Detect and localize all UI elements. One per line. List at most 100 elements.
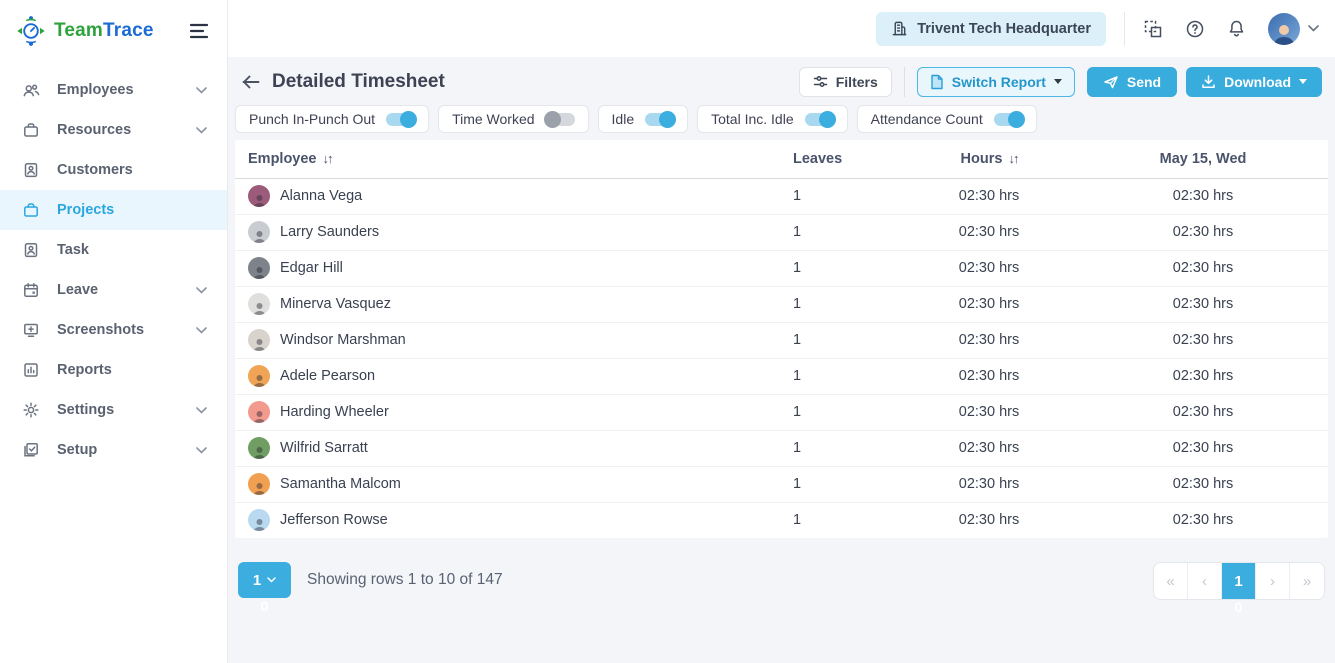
help-icon[interactable] bbox=[1185, 19, 1205, 39]
chevron-down-icon bbox=[196, 326, 207, 334]
sidebar-item-resources[interactable]: Resources bbox=[0, 110, 227, 150]
chevron-down-icon bbox=[196, 126, 207, 134]
employee-avatar bbox=[248, 185, 270, 207]
capture-icon[interactable] bbox=[1143, 19, 1163, 39]
toggle-switch[interactable] bbox=[543, 110, 575, 128]
send-icon bbox=[1103, 75, 1119, 89]
sidebar-nav: Employees Resources Customers bbox=[0, 70, 227, 470]
main-area: Trivent Tech Headquarter bbox=[228, 0, 1335, 663]
sort-icon[interactable]: ↓↑ bbox=[322, 150, 334, 166]
table-row[interactable]: Harding Wheeler 1 02:30 hrs 02:30 hrs bbox=[235, 394, 1328, 431]
employee-avatar bbox=[248, 221, 270, 243]
table-row[interactable]: Adele Pearson 1 02:30 hrs 02:30 hrs bbox=[235, 358, 1328, 395]
actions-divider bbox=[903, 66, 905, 97]
employee-avatar bbox=[248, 473, 270, 495]
chevron-down-icon bbox=[267, 577, 276, 583]
sidebar-item-screenshots[interactable]: Screenshots bbox=[0, 310, 227, 350]
page-header: Detailed Timesheet Filters Switch Report bbox=[241, 65, 1322, 98]
toggle-punch-in-punch-out[interactable]: Punch In-Punch Out bbox=[235, 105, 430, 133]
sidebar-item-leave[interactable]: Leave bbox=[0, 270, 227, 310]
chevron-down-icon bbox=[196, 406, 207, 414]
toggle-switch[interactable] bbox=[645, 110, 677, 128]
table-row[interactable]: Windsor Marshman 1 02:30 hrs 02:30 hrs bbox=[235, 322, 1328, 359]
user-menu-chevron-icon[interactable] bbox=[1308, 25, 1319, 32]
table-row[interactable]: Samantha Malcom 1 02:30 hrs 02:30 hrs bbox=[235, 466, 1328, 503]
sidebar-item-reports[interactable]: Reports bbox=[0, 350, 227, 390]
notifications-bell-icon[interactable] bbox=[1227, 19, 1246, 39]
gear-icon bbox=[22, 401, 40, 419]
briefcase-icon bbox=[22, 201, 40, 219]
sidebar-item-settings[interactable]: Settings bbox=[0, 390, 227, 430]
download-icon bbox=[1201, 74, 1216, 89]
document-icon bbox=[930, 74, 944, 90]
sidebar-header: TeamTrace bbox=[0, 0, 227, 57]
sidebar-item-employees[interactable]: Employees bbox=[0, 70, 227, 110]
chevron-down-icon bbox=[196, 446, 207, 454]
employee-avatar bbox=[248, 365, 270, 387]
chevron-down-icon bbox=[196, 286, 207, 294]
sort-icon[interactable]: ↓↑ bbox=[1008, 150, 1019, 166]
column-header-employee: Employee ↓↑ bbox=[235, 140, 780, 179]
page-content: Detailed Timesheet Filters Switch Report bbox=[228, 57, 1335, 663]
filters-icon bbox=[813, 75, 828, 88]
sidebar-item-projects[interactable]: Projects bbox=[0, 190, 227, 230]
column-header-day: May 15, Wed bbox=[1075, 140, 1328, 179]
topbar-divider bbox=[1124, 11, 1125, 46]
toggle-idle[interactable]: Idle bbox=[597, 105, 689, 133]
sidebar-item-customers[interactable]: Customers bbox=[0, 150, 227, 190]
pagination-last-button[interactable]: » bbox=[1290, 563, 1324, 599]
sidebar-item-task[interactable]: Task bbox=[0, 230, 227, 270]
column-header-hours: Hours ↓↑ bbox=[900, 140, 1075, 179]
table-row[interactable]: Alanna Vega 1 02:30 hrs 02:30 hrs bbox=[235, 178, 1328, 215]
teamtrace-logo-text: TeamTrace bbox=[54, 19, 154, 41]
pagination-prev-button[interactable]: ‹ bbox=[1188, 563, 1222, 599]
pagination-next-button[interactable]: › bbox=[1256, 563, 1290, 599]
table-row[interactable]: Minerva Vasquez 1 02:30 hrs 02:30 hrs bbox=[235, 286, 1328, 323]
timesheet-table: Employee ↓↑ Leaves Hours ↓↑ May 15, Wed Al… bbox=[235, 140, 1328, 538]
user-avatar[interactable] bbox=[1268, 12, 1300, 45]
sidebar: TeamTrace Employees Resources bbox=[0, 0, 228, 663]
table-row[interactable]: Jefferson Rowse 1 02:30 hrs 02:30 hrs bbox=[235, 502, 1328, 538]
download-button[interactable]: Download bbox=[1186, 66, 1322, 97]
teamtrace-logo[interactable]: TeamTrace bbox=[14, 14, 154, 48]
organization-badge[interactable]: Trivent Tech Headquarter bbox=[876, 11, 1106, 46]
send-button[interactable]: Send bbox=[1086, 66, 1178, 97]
back-button[interactable] bbox=[241, 73, 261, 91]
employee-avatar bbox=[248, 329, 270, 351]
menu-toggle-icon[interactable] bbox=[189, 23, 209, 39]
sidebar-item-setup[interactable]: Setup bbox=[0, 430, 227, 470]
table-row[interactable]: Wilfrid Sarratt 1 02:30 hrs 02:30 hrs bbox=[235, 430, 1328, 467]
column-header-leaves: Leaves bbox=[780, 140, 900, 179]
switch-report-button[interactable]: Switch Report bbox=[916, 66, 1075, 97]
rows-per-page-select[interactable]: 1 bbox=[238, 562, 291, 598]
toggle-switch[interactable] bbox=[386, 110, 418, 128]
report-icon bbox=[22, 361, 40, 379]
timesheet-table-card: Employee ↓↑ Leaves Hours ↓↑ May 15, Wed Al… bbox=[235, 140, 1328, 538]
toggle-time-worked[interactable]: Time Worked bbox=[438, 105, 589, 133]
id-card-icon bbox=[22, 241, 40, 259]
chevron-down-icon bbox=[196, 86, 207, 94]
caret-down-icon bbox=[1053, 79, 1062, 84]
table-row[interactable]: Edgar Hill 1 02:30 hrs 02:30 hrs bbox=[235, 250, 1328, 287]
topbar: Trivent Tech Headquarter bbox=[228, 0, 1335, 57]
employee-avatar bbox=[248, 401, 270, 423]
id-card-icon bbox=[22, 161, 40, 179]
pagination-first-button[interactable]: « bbox=[1154, 563, 1188, 599]
table-header-row: Employee ↓↑ Leaves Hours ↓↑ May 15, Wed bbox=[235, 140, 1328, 179]
toggle-total-inc-idle[interactable]: Total Inc. Idle bbox=[697, 105, 848, 133]
employee-avatar bbox=[248, 257, 270, 279]
building-icon bbox=[891, 20, 908, 37]
toggle-switch[interactable] bbox=[993, 110, 1025, 128]
teamtrace-logo-icon bbox=[14, 14, 48, 48]
filters-button[interactable]: Filters bbox=[798, 66, 892, 97]
toggle-attendance-count[interactable]: Attendance Count bbox=[856, 105, 1037, 133]
toggle-switch[interactable] bbox=[804, 110, 836, 128]
caret-down-icon bbox=[1299, 79, 1307, 84]
setup-icon bbox=[22, 441, 40, 459]
table-row[interactable]: Larry Saunders 1 02:30 hrs 02:30 hrs bbox=[235, 214, 1328, 251]
column-toggles: Punch In-Punch Out Time Worked Idle Tota… bbox=[235, 105, 1328, 133]
people-icon bbox=[22, 81, 40, 99]
